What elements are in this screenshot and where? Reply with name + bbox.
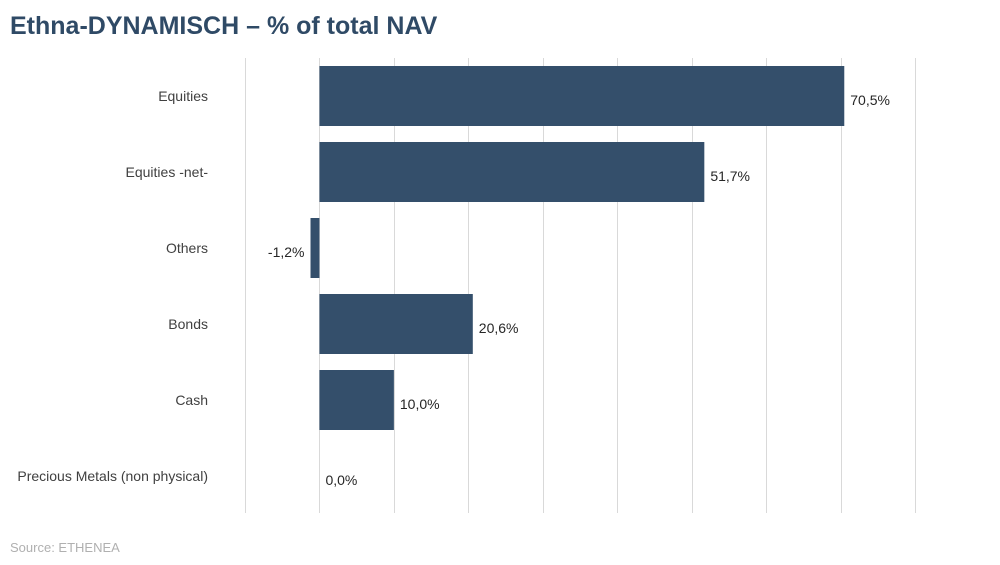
category-label: Equities -net-	[126, 164, 209, 180]
bar	[319, 142, 705, 202]
category-label: Precious Metals (non physical)	[17, 468, 208, 484]
value-label: 51,7%	[710, 168, 750, 184]
category-label: Others	[166, 240, 208, 256]
category-label: Equities	[158, 88, 208, 104]
value-label: 0,0%	[325, 472, 357, 488]
category-label: Bonds	[168, 316, 208, 332]
bar	[310, 218, 320, 278]
value-label: -1,2%	[268, 244, 305, 260]
category-label: Cash	[175, 392, 208, 408]
value-label: 20,6%	[479, 320, 519, 336]
bars	[310, 66, 845, 430]
chart-title: Ethna-DYNAMISCH – % of total NAV	[10, 12, 438, 40]
value-labels: 70,5% 51,7% -1,2% 20,6% 10,0% 0,0%	[268, 92, 890, 488]
bar	[319, 370, 394, 430]
source-note: Source: ETHENEA	[10, 540, 120, 555]
value-label: 70,5%	[850, 92, 890, 108]
gridlines	[245, 58, 916, 513]
bar	[319, 294, 473, 354]
category-labels: Equities Equities -net- Others Bonds Cash Pre…	[17, 88, 208, 484]
bar	[319, 66, 845, 126]
value-label: 10,0%	[400, 396, 440, 412]
